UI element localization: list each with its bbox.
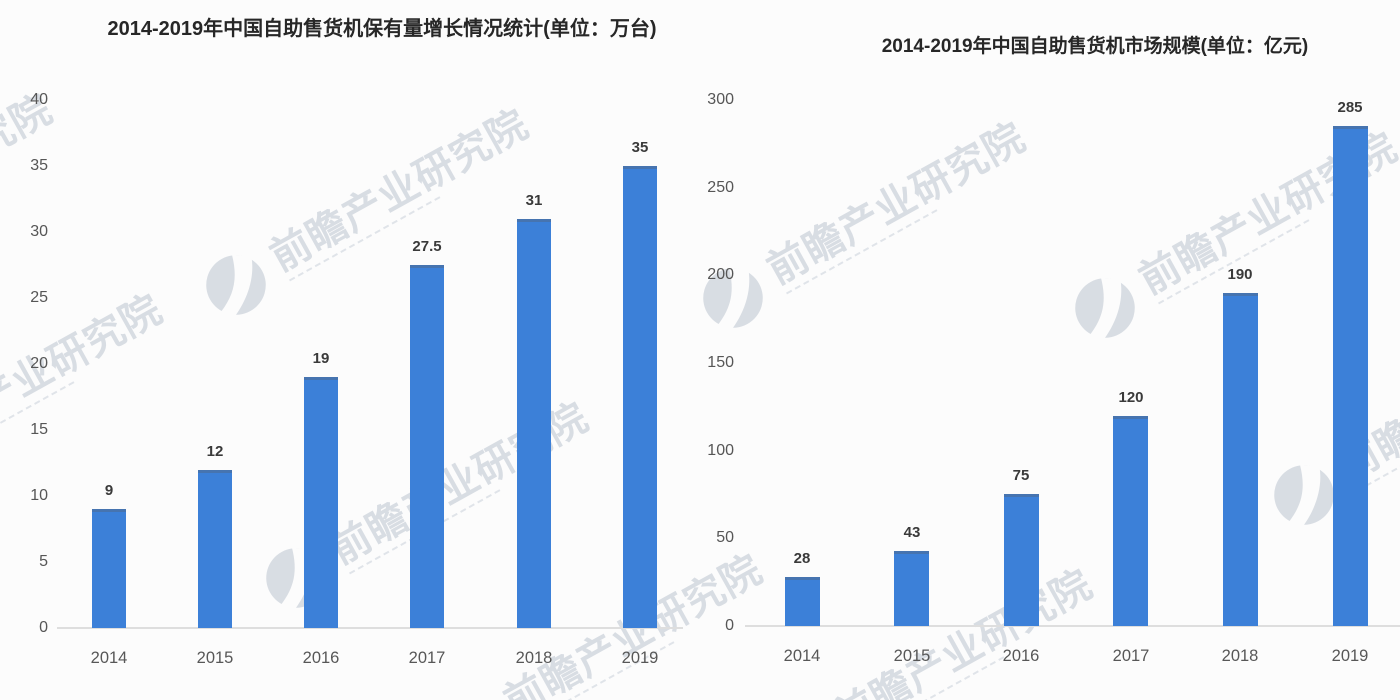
y-axis-tick-label: 300 <box>707 91 734 108</box>
market-size-chart-title: 2014-2019年中国自助售货机市场规模(单位：亿元) <box>881 36 1309 57</box>
y-axis-tick-label: 50 <box>716 529 734 546</box>
x-axis-line <box>57 627 683 629</box>
y-axis-tick-label: 100 <box>707 442 734 459</box>
x-axis-category-label: 2015 <box>196 649 234 667</box>
bar-2017 <box>1113 416 1148 626</box>
market-size-chart-plot: 0 50 100 150 200 250 300 28 2014 43 2015 75 2016 120 2… <box>700 0 1400 700</box>
x-axis-category-label: 2014 <box>783 647 821 665</box>
bar-value-label: 27.5 <box>412 238 442 255</box>
y-axis-tick-label: 10 <box>30 487 48 504</box>
bar-value-label: 120 <box>1118 389 1144 406</box>
x-axis-category-label: 2015 <box>893 647 931 665</box>
bar-2014 <box>92 509 126 628</box>
bar-2017 <box>410 265 444 628</box>
y-axis-tick-label: 200 <box>707 266 734 283</box>
bar-2015 <box>198 470 232 628</box>
bar-2014 <box>785 577 820 626</box>
bar-2016 <box>1004 494 1039 626</box>
x-axis-category-label: 2019 <box>621 649 659 667</box>
holdings-chart-title: 2014-2019年中国自助售货机保有量增长情况统计(单位：万台) <box>107 18 657 40</box>
x-axis-category-label: 2018 <box>515 649 553 667</box>
y-axis-tick-label: 5 <box>39 553 48 570</box>
bar-value-label: 190 <box>1227 266 1253 283</box>
y-axis-tick-label: 0 <box>725 617 734 634</box>
y-axis-tick-label: 15 <box>30 421 48 438</box>
y-axis-tick-label: 150 <box>707 354 734 371</box>
bar-value-label: 75 <box>1012 467 1030 484</box>
bar-value-label: 19 <box>312 350 330 367</box>
bar-value-label: 28 <box>793 550 811 567</box>
market-size-chart: 2014-2019年中国自助售货机市场规模(单位：亿元) 0 50 100 150 20… <box>700 0 1400 700</box>
bar-2019 <box>1333 126 1368 626</box>
bar-value-label: 12 <box>206 443 224 460</box>
bar-value-label: 9 <box>104 482 114 499</box>
y-axis-tick-label: 0 <box>39 619 48 636</box>
bar-value-label: 31 <box>525 192 543 209</box>
y-axis-tick-label: 35 <box>30 157 48 174</box>
x-axis-category-label: 2017 <box>1112 647 1150 665</box>
bar-value-label: 285 <box>1337 99 1363 116</box>
bar-value-label: 43 <box>903 524 921 541</box>
x-axis-category-label: 2014 <box>90 649 128 667</box>
x-axis-category-label: 2018 <box>1221 647 1259 665</box>
bar-2015 <box>894 551 929 626</box>
bar-2016 <box>304 377 338 628</box>
y-axis-tick-label: 25 <box>30 289 48 306</box>
bar-2019 <box>623 166 657 628</box>
x-axis-category-label: 2016 <box>1002 647 1040 665</box>
holdings-chart: 2014-2019年中国自助售货机保有量增长情况统计(单位：万台) 0 5 10 15… <box>30 18 683 667</box>
x-axis-category-label: 2016 <box>302 649 340 667</box>
bar-value-label: 35 <box>631 139 649 156</box>
y-axis-tick-label: 20 <box>30 355 48 372</box>
x-axis-category-label: 2017 <box>408 649 446 667</box>
bar-2018 <box>517 219 551 628</box>
bar-2018 <box>1223 293 1258 626</box>
y-axis-tick-label: 40 <box>30 91 48 108</box>
x-axis-line <box>745 625 1400 627</box>
holdings-chart-plot: 0 5 10 15 20 25 30 35 40 9 2014 12 2015 19 2016 27.5 201… <box>30 91 683 667</box>
y-axis-tick-label: 30 <box>30 223 48 240</box>
y-axis-tick-label: 250 <box>707 179 734 196</box>
x-axis-category-label: 2019 <box>1331 647 1369 665</box>
